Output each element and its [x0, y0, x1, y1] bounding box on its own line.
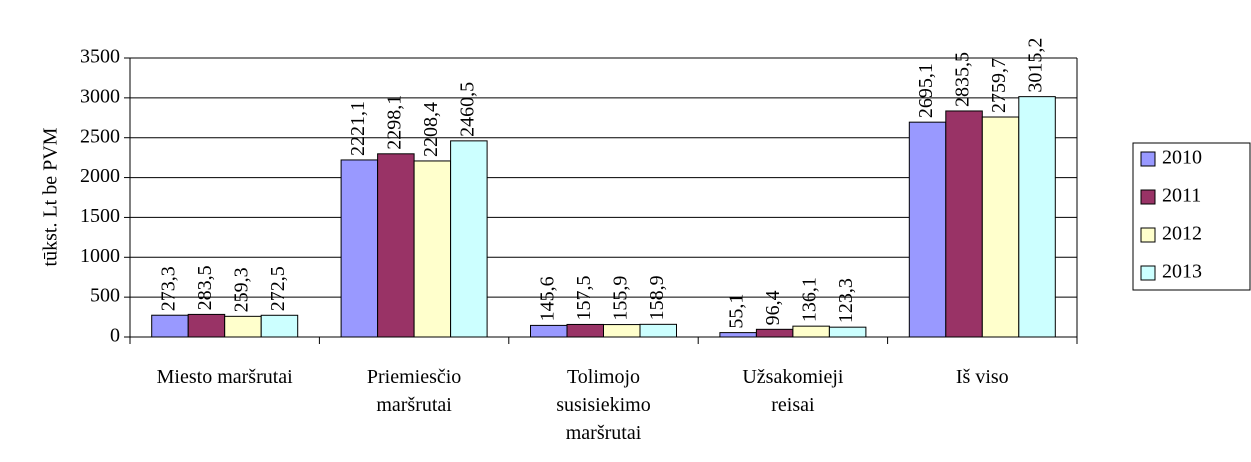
bar	[945, 110, 983, 338]
bar	[224, 315, 262, 338]
y-axis-label: tūkst. Lt be PVM	[40, 127, 62, 266]
value-label: 273,3	[158, 266, 180, 311]
value-label: 259,3	[231, 267, 253, 312]
y-tick-label: 3500	[80, 46, 120, 68]
x-tick-label: Tolimojo susisiekimo maršrutai	[556, 366, 650, 444]
bar	[719, 332, 757, 338]
bar	[413, 160, 452, 338]
value-label: 155,9	[609, 276, 631, 321]
x-tick-label: Priemiesčio maršrutai	[367, 366, 461, 416]
legend-label: 2012	[1162, 223, 1202, 245]
x-tick-label: Miesto maršrutai	[157, 366, 294, 388]
value-label: 3015,2	[1025, 38, 1047, 93]
bar	[828, 326, 867, 338]
bar	[566, 323, 604, 338]
x-tick-label: Užsakomieji reisai	[742, 366, 844, 416]
legend-label: 2010	[1162, 147, 1202, 169]
legend-swatch	[1140, 227, 1156, 243]
bar	[340, 159, 379, 338]
bar	[151, 314, 189, 338]
value-label: 283,5	[194, 265, 216, 310]
bar	[187, 313, 226, 338]
bar	[450, 140, 488, 338]
bar	[530, 324, 568, 338]
bar	[260, 314, 299, 338]
value-label: 55,1	[726, 294, 748, 329]
bar	[908, 121, 947, 338]
value-label: 2298,1	[383, 95, 405, 150]
value-label: 136,1	[799, 277, 821, 322]
value-label: 2221,1	[347, 101, 369, 156]
bar	[792, 325, 830, 338]
bar	[1018, 96, 1056, 338]
value-label: 145,6	[536, 276, 558, 321]
value-label: 158,9	[646, 275, 668, 320]
legend-swatch	[1140, 265, 1156, 281]
y-tick-label: 0	[110, 325, 120, 347]
legend-swatch	[1140, 189, 1156, 205]
y-tick-label: 2500	[80, 125, 120, 147]
legend-swatch	[1140, 151, 1156, 167]
value-label: 96,4	[762, 290, 784, 325]
value-label: 2208,4	[420, 102, 442, 157]
legend-label: 2011	[1162, 185, 1201, 207]
value-label: 123,3	[835, 278, 857, 323]
legend-label: 2013	[1162, 261, 1202, 283]
value-label: 2460,5	[456, 82, 478, 137]
value-label: 2759,7	[988, 58, 1010, 113]
y-tick-label: 2000	[80, 165, 120, 187]
x-tick-label: Iš viso	[956, 366, 1009, 388]
y-tick-label: 1500	[80, 205, 120, 227]
bar	[755, 328, 794, 338]
value-label: 2695,1	[915, 63, 937, 118]
bar	[639, 323, 677, 338]
y-tick-label: 500	[90, 285, 120, 307]
bar	[377, 153, 415, 338]
bar	[603, 324, 641, 338]
value-label: 157,5	[573, 275, 595, 320]
y-tick-label: 3000	[80, 85, 120, 107]
value-label: 272,5	[267, 266, 289, 311]
value-label: 2835,5	[952, 52, 974, 107]
y-tick-label: 1000	[80, 245, 120, 267]
bar	[981, 116, 1020, 338]
